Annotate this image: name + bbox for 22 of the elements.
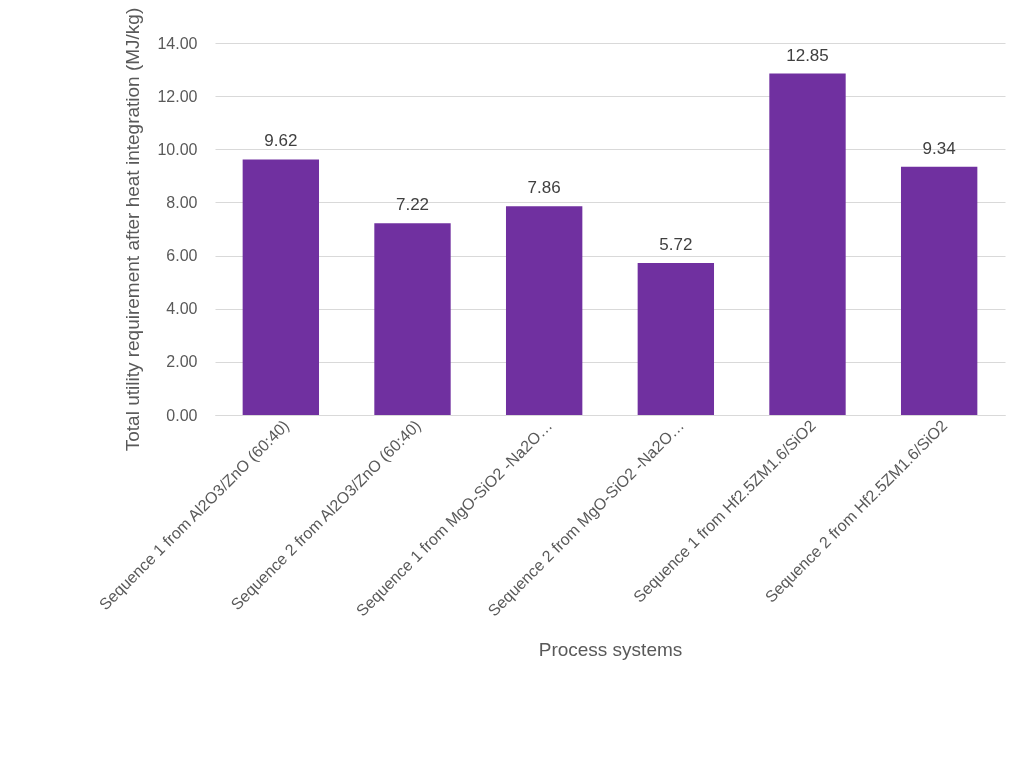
y-axis-title: Total utility requirement after heat integration (MJ/kg) <box>122 7 144 452</box>
bar <box>637 263 715 415</box>
y-tick-label: 2.00 <box>166 353 198 371</box>
y-tick-label: 0.00 <box>166 406 198 424</box>
y-tick-label: 14.00 <box>157 34 198 52</box>
y-tick-label: 4.00 <box>166 300 198 318</box>
data-label: 9.62 <box>264 131 298 151</box>
bar <box>374 223 451 415</box>
data-label: 5.72 <box>659 235 693 255</box>
bar <box>769 73 846 415</box>
y-tick-label: 12.00 <box>157 87 198 105</box>
bar <box>900 166 978 415</box>
data-label: 7.22 <box>395 195 430 215</box>
bar <box>242 159 320 415</box>
bar <box>505 206 583 415</box>
data-label: 7.86 <box>527 178 561 198</box>
x-axis-title: Process systems <box>538 638 683 660</box>
y-tick-label: 6.00 <box>166 247 198 265</box>
y-tick-label: 10.00 <box>157 140 198 158</box>
data-label: 9.34 <box>922 138 956 158</box>
data-label: 12.85 <box>786 45 829 65</box>
y-tick-label: 8.00 <box>166 193 198 211</box>
